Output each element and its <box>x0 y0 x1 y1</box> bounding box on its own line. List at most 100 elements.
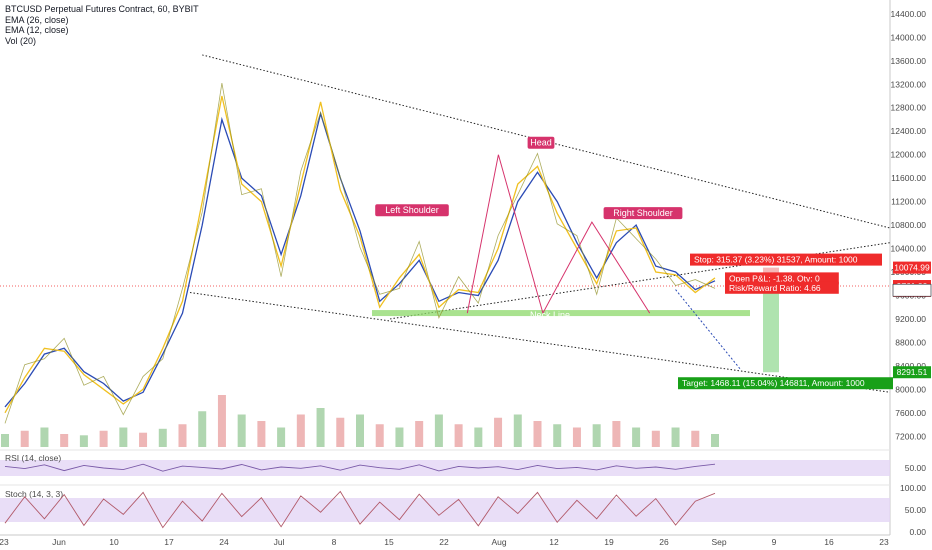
price-line <box>4 83 716 424</box>
right-shoulder-label-bg <box>603 207 683 220</box>
price-tick-label: 13200.00 <box>891 79 927 89</box>
volume-bar <box>671 427 680 447</box>
chart-legend: BTCUSD Perpetual Futures Contract, 60, B… <box>5 4 199 46</box>
volume-bar <box>60 434 69 447</box>
price-tick-label: 11200.00 <box>891 197 926 207</box>
pattern-zigzag <box>466 154 651 315</box>
time-tick-label: Jul <box>274 537 285 547</box>
volume-bar <box>178 424 187 447</box>
price-tick-label: 12400.00 <box>891 126 927 136</box>
price-badge-bg <box>893 366 931 379</box>
rsi-band <box>0 460 890 476</box>
time-tick-label: 23 <box>879 537 889 547</box>
time-tick-label: 19 <box>604 537 614 547</box>
stop-note: Stop: 315.37 (3.23%) 31537, Amount: 1000 <box>694 255 858 265</box>
volume-bar <box>651 430 660 447</box>
time-tick-label: 26 <box>659 537 669 547</box>
volume-legend: Vol (20) <box>5 35 37 46</box>
rsi-line <box>4 463 716 472</box>
price-tick-label: 13600.00 <box>891 56 927 66</box>
rsi-title: RSI (14, close) <box>5 453 61 463</box>
stoch-title: Stoch (14, 3, 3) <box>5 489 63 499</box>
volume-bar <box>119 427 128 447</box>
volume-bar <box>553 424 562 447</box>
volume-bar <box>316 408 325 447</box>
price-tick-label: 7600.00 <box>895 408 926 418</box>
price-badge: 10074.99 <box>894 263 930 273</box>
time-tick-label: 12 <box>549 537 559 547</box>
price-tick-label: 10400.00 <box>891 244 927 254</box>
ema12-legend: EMA (12, close) <box>5 25 69 35</box>
ema26-line <box>4 111 716 408</box>
open-pnl-note-bg <box>725 272 839 285</box>
lower-trendline <box>189 292 891 393</box>
volume-bar <box>572 427 581 447</box>
volume-bar <box>711 434 719 447</box>
open-pnl-note: Open P&L: -1.38, Qty: 0 <box>729 273 820 283</box>
price-badge-bg <box>892 283 932 297</box>
volume-bar <box>20 430 29 447</box>
volume-bar <box>513 414 522 447</box>
time-tick-label: 9 <box>772 537 777 547</box>
time-tick-label: 23 <box>0 537 9 547</box>
price-tick-label: 8400.00 <box>895 361 926 371</box>
projection-arrow <box>675 289 741 370</box>
price-tick-label: 14000.00 <box>891 32 927 42</box>
stoch-line <box>4 490 716 529</box>
time-tick-label: 8 <box>332 537 337 547</box>
volume-bar <box>415 421 424 447</box>
stop-note-bg <box>690 253 882 266</box>
symbol-title: BTCUSD Perpetual Futures Contract, 60, B… <box>5 4 199 14</box>
volume-bar <box>237 414 246 447</box>
left-shoulder-label-bg <box>375 204 449 217</box>
time-tick-label: Jun <box>52 537 66 547</box>
stoch-tick-label: 100.00 <box>900 483 926 493</box>
volume-bar <box>691 430 700 447</box>
volume-bar <box>158 428 167 447</box>
volume-bar <box>395 427 404 447</box>
risk-reward-note-bg <box>725 281 839 294</box>
volume-bar <box>375 424 384 447</box>
head-label-bg <box>527 136 555 149</box>
volume-bar <box>612 421 621 447</box>
time-tick-label: Aug <box>491 537 506 547</box>
volume-bar <box>99 430 108 447</box>
volume-bar <box>474 427 483 447</box>
price-tick-label: 8800.00 <box>895 337 926 347</box>
neck-line-label: Neck Line <box>530 310 570 320</box>
volume-bar <box>336 417 345 447</box>
price-badge: 8291.51 <box>897 367 928 377</box>
volume-bar <box>356 414 364 447</box>
volume-bar <box>533 421 542 447</box>
time-tick-label: 22 <box>439 537 449 547</box>
volume-bar <box>592 424 601 447</box>
ema26-legend: EMA (26, close) <box>5 14 69 25</box>
price-tick-label: 11600.00 <box>891 173 926 183</box>
ema12-line <box>4 95 716 414</box>
right-shoulder-label: Right Shoulder <box>613 208 673 218</box>
price-badge-bg <box>893 261 931 274</box>
price-tick-label: 9200.00 <box>895 314 926 324</box>
volume-bar <box>139 432 148 447</box>
time-tick-label: 15 <box>384 537 394 547</box>
volume-bar <box>454 424 463 447</box>
time-tick-label: 17 <box>164 537 174 547</box>
rsi-tick-label: 50.00 <box>905 463 927 473</box>
price-tick-label: 14400.00 <box>891 9 927 19</box>
volume-bar <box>296 414 305 447</box>
price-tick-label: 8000.00 <box>895 384 926 394</box>
left-shoulder-label: Left Shoulder <box>385 205 439 215</box>
time-tick-label: Sep <box>711 537 726 547</box>
price-tick-label: 7200.00 <box>895 431 926 441</box>
volume-bar <box>257 421 266 447</box>
risk-reward-note: Risk/Reward Ratio: 4.66 <box>729 283 821 293</box>
stoch-tick-label: 0.00 <box>909 527 926 537</box>
price-tick-label: 10800.00 <box>891 220 927 230</box>
volume-bar <box>434 414 443 447</box>
volume-bar <box>40 427 49 447</box>
volume-bar <box>198 411 207 447</box>
time-tick-label: 24 <box>219 537 229 547</box>
target-note: Target: 1468.11 (15.04%) 146811, Amount:… <box>682 378 865 388</box>
price-badge: 9759.62 <box>897 285 928 295</box>
